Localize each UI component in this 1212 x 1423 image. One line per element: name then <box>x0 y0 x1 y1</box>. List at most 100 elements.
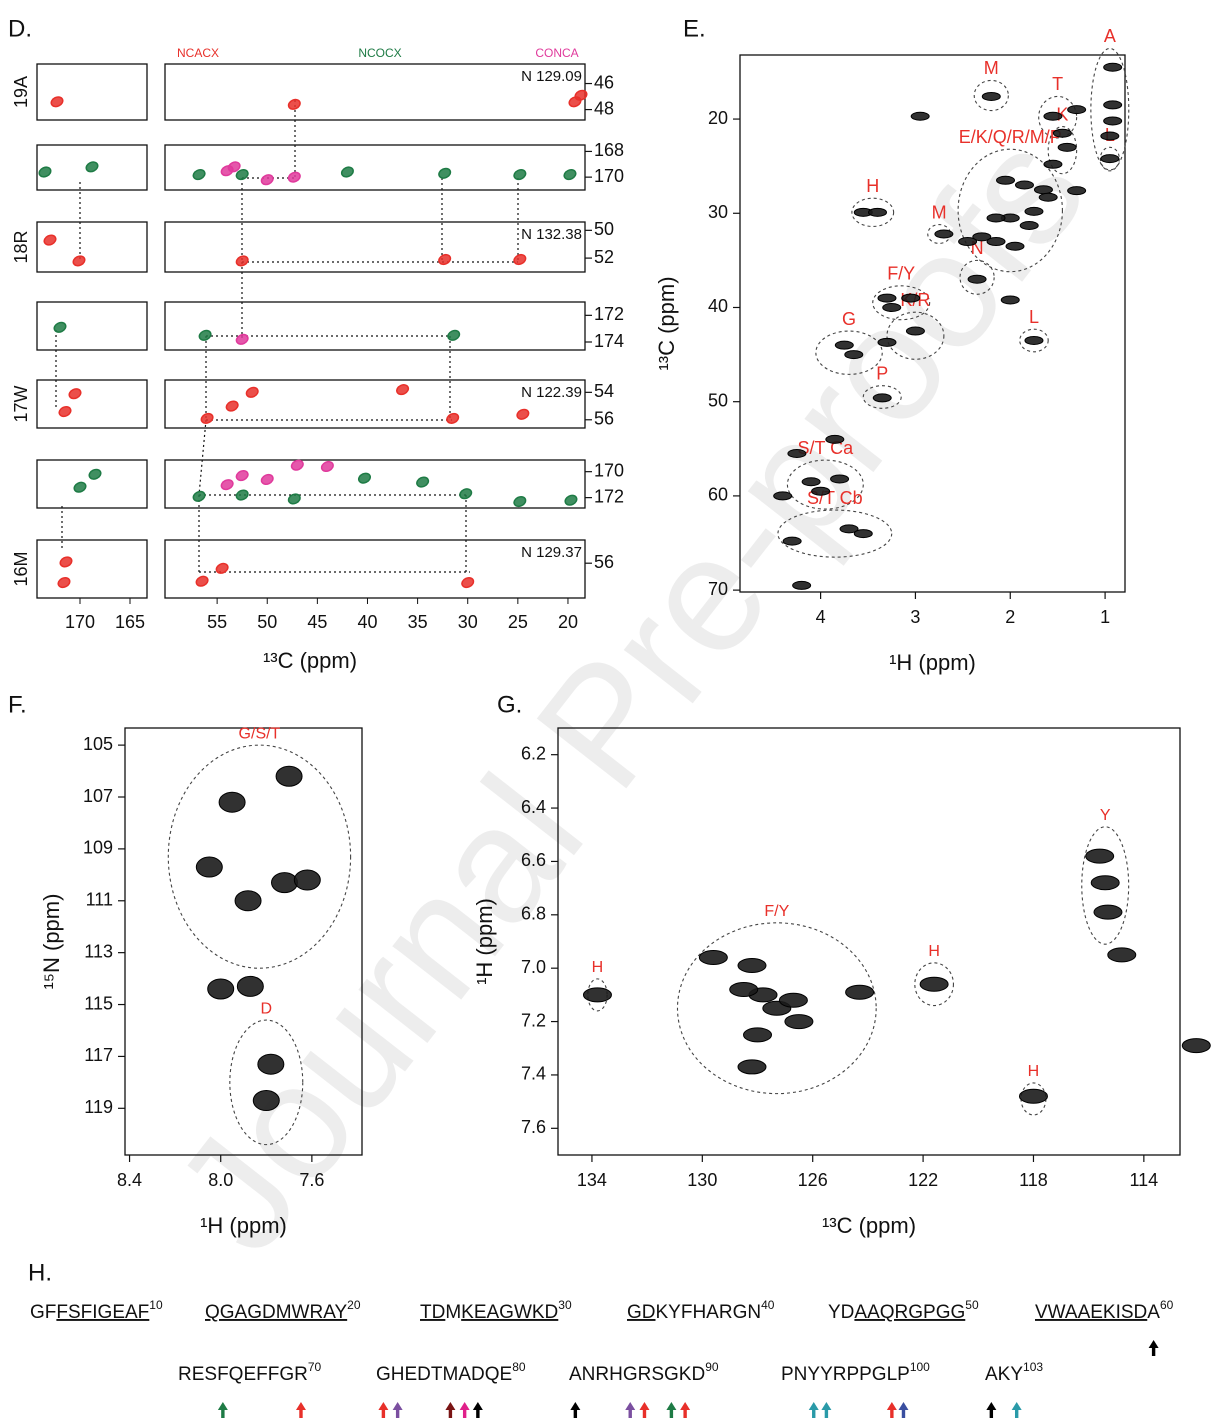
y-tick-label: 50 <box>594 219 614 239</box>
y-tick-label: 172 <box>594 304 624 324</box>
row-label: 16M <box>11 551 31 586</box>
y-tick-label: 6.6 <box>521 850 546 870</box>
strip-frame <box>164 539 586 599</box>
sequence: GFFSFIGEAF10 QGAGDMWRAY20 TDMKEAGWKD30 GDKY… <box>30 1298 1174 1418</box>
peak-contour <box>1019 221 1039 231</box>
peak-contour <box>1043 159 1063 169</box>
residue-arrow <box>680 1402 691 1418</box>
peak <box>225 400 239 412</box>
peak-contour <box>1085 848 1115 864</box>
peak-contour <box>1014 180 1034 190</box>
peak <box>357 472 371 484</box>
region-label: P <box>876 363 888 383</box>
y-tick-label: 60 <box>708 485 728 505</box>
residues: A <box>1147 1302 1160 1323</box>
sequence-block: AKY103 <box>985 1360 1043 1385</box>
strip-frame <box>36 539 148 599</box>
sequence-block: GHEDTMADQE80 <box>376 1360 526 1385</box>
x-tick-label: 7.6 <box>299 1170 324 1190</box>
residue-arrow <box>666 1402 677 1418</box>
y-tick-label: 20 <box>708 108 728 128</box>
peak-contour <box>958 237 978 247</box>
residues: RESFQEFFGR <box>178 1364 308 1385</box>
residue-arrow <box>1011 1402 1022 1418</box>
residue-number: 70 <box>308 1360 322 1374</box>
region-outline <box>777 509 893 558</box>
peak-contour <box>882 302 902 312</box>
x-tick-label: 114 <box>1129 1170 1158 1190</box>
residue-number: 100 <box>910 1360 930 1374</box>
residues: TD <box>420 1302 445 1323</box>
region-outline <box>1081 826 1130 945</box>
peak-contour <box>996 175 1016 185</box>
nitrogen-shift: N 132.38 <box>521 226 582 243</box>
region-label: T <box>1052 74 1063 94</box>
x-tick-label: 122 <box>908 1170 938 1190</box>
peak-contour <box>877 337 897 347</box>
residue-arrow <box>295 1402 306 1418</box>
x-tick-label: 2 <box>1005 607 1015 627</box>
peak <box>516 408 530 420</box>
panel-label: H. <box>28 1259 52 1286</box>
residue-arrow <box>378 1402 389 1418</box>
peak <box>260 473 274 486</box>
peak <box>340 166 354 178</box>
residue-arrow <box>898 1402 909 1418</box>
peak <box>438 253 452 266</box>
peak-contour <box>737 958 767 974</box>
peak-contour <box>910 111 930 121</box>
sequence-block: VWAAEKISDA60 <box>1035 1298 1174 1323</box>
y-tick-label: 6.8 <box>521 904 546 924</box>
sequence-block: ANRHGRSGKD90 <box>569 1360 719 1385</box>
y-axis-title: ¹H (ppm) <box>472 898 497 985</box>
peak-contour <box>872 393 892 403</box>
peak-contour <box>811 486 831 496</box>
strip-frame <box>36 144 148 191</box>
x-tick-label: 30 <box>458 612 478 632</box>
peak <box>513 253 527 266</box>
y-tick-label: 7.0 <box>521 957 546 977</box>
peak <box>68 388 82 400</box>
y-axis-title: ¹³C (ppm) <box>654 276 679 370</box>
region-label: H <box>928 943 940 960</box>
plot-frame <box>124 727 363 1156</box>
peak-contour <box>919 976 949 992</box>
residue-number: 90 <box>705 1360 719 1374</box>
peak <box>513 169 527 181</box>
peak-contour <box>1024 335 1044 345</box>
x-tick-label: 8.0 <box>208 1170 233 1190</box>
x-tick-label: 4 <box>816 607 826 627</box>
peak-contour <box>1067 105 1087 115</box>
y-tick-label: 105 <box>83 734 113 754</box>
peak <box>38 166 52 178</box>
peak-contour <box>218 791 246 813</box>
peak-contour <box>839 524 859 534</box>
residues: QGAGDMWRAY <box>205 1302 347 1323</box>
region-label: H <box>592 959 604 976</box>
peak <box>416 476 430 488</box>
y-tick-label: 119 <box>84 1097 113 1117</box>
peak <box>50 96 64 108</box>
residue-arrow <box>392 1402 403 1418</box>
peak-contour <box>195 856 223 878</box>
peak-contour <box>901 293 921 303</box>
peak <box>235 333 249 345</box>
peak <box>227 161 241 173</box>
x-axis-title: ¹H (ppm) <box>889 650 976 675</box>
x-tick-label: 55 <box>207 612 227 632</box>
residue-number: 40 <box>761 1298 775 1312</box>
y-tick-label: 46 <box>594 72 614 92</box>
peak <box>461 576 475 589</box>
peak <box>198 329 212 341</box>
y-tick-label: 7.2 <box>521 1010 546 1030</box>
peak <box>59 556 73 568</box>
y-tick-label: 111 <box>86 890 113 910</box>
peak-contour <box>1033 185 1053 195</box>
peak <box>43 234 57 246</box>
y-tick-label: 70 <box>708 579 728 599</box>
peak <box>446 412 460 424</box>
peak <box>287 98 301 110</box>
x-tick-label: 126 <box>798 1170 828 1190</box>
peak-contour <box>801 477 821 487</box>
residues: M <box>445 1302 461 1323</box>
